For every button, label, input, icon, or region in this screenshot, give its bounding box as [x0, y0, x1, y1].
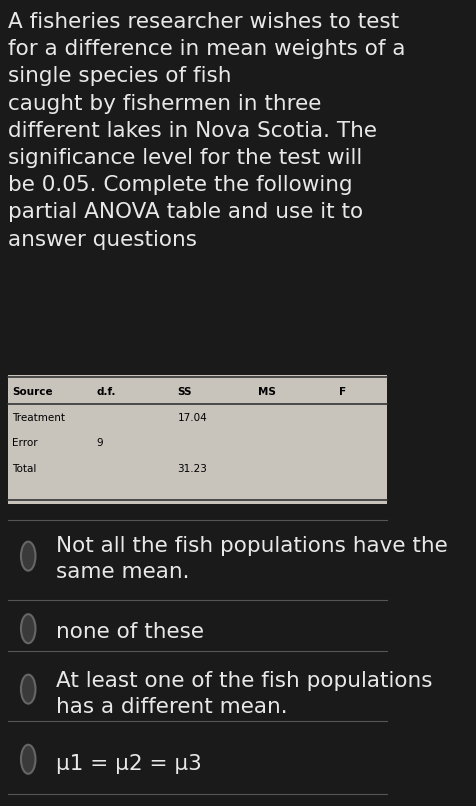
- Text: SS: SS: [177, 387, 191, 397]
- Text: MS: MS: [258, 387, 275, 397]
- Circle shape: [21, 542, 35, 571]
- FancyBboxPatch shape: [8, 375, 386, 504]
- Text: Total: Total: [12, 464, 36, 474]
- Text: μ1 = μ2 = μ3: μ1 = μ2 = μ3: [56, 754, 202, 774]
- Text: 31.23: 31.23: [177, 464, 207, 474]
- Circle shape: [21, 745, 35, 774]
- Text: F: F: [338, 387, 345, 397]
- Text: d.f.: d.f.: [97, 387, 116, 397]
- Text: 9: 9: [97, 438, 103, 448]
- Text: Treatment: Treatment: [12, 413, 65, 422]
- Text: A fisheries researcher wishes to test
for a difference in mean weights of a
sing: A fisheries researcher wishes to test fo…: [8, 12, 405, 250]
- Circle shape: [21, 614, 35, 643]
- Text: Error: Error: [12, 438, 38, 448]
- Text: Source: Source: [12, 387, 53, 397]
- Text: 17.04: 17.04: [177, 413, 207, 422]
- Text: At least one of the fish populations
has a different mean.: At least one of the fish populations has…: [56, 671, 432, 717]
- Text: Not all the fish populations have the
same mean.: Not all the fish populations have the sa…: [56, 536, 447, 583]
- Circle shape: [21, 675, 35, 704]
- Text: none of these: none of these: [56, 622, 204, 642]
